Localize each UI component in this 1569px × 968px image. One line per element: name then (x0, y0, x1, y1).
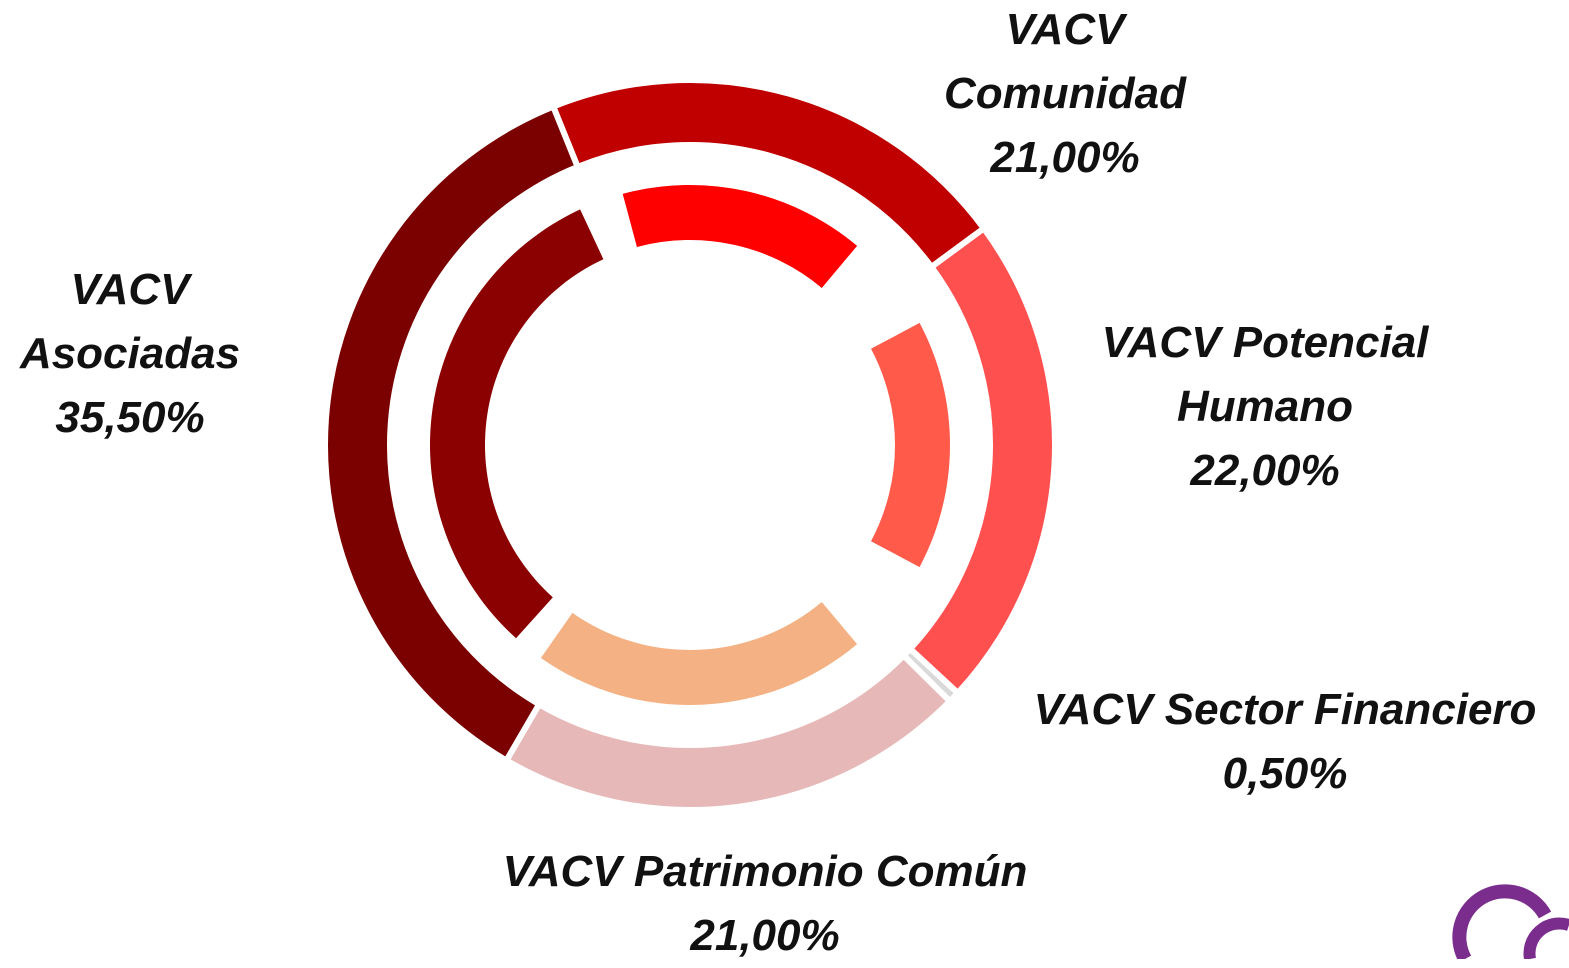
value-label: 35,50% (55, 393, 205, 442)
segment (322, 102, 582, 765)
outer-ring (322, 77, 1058, 813)
label: VACV Comunidad 21,00% (915, 0, 1215, 190)
value-label: 22,00% (1190, 446, 1340, 495)
label: VACV Asociadas 35,50% (10, 258, 250, 450)
category-label: VACV Comunidad (944, 5, 1186, 118)
inner-arc (430, 209, 604, 639)
value-label: 0,50% (1222, 749, 1348, 798)
category-label: VACV Potencial Humano (1101, 318, 1429, 431)
inner-ring (430, 185, 950, 705)
label: VACV Potencial Humano 22,00% (1075, 311, 1455, 503)
inner-arc (871, 322, 950, 568)
logo (1523, 917, 1569, 959)
label: VACV Patrimonio Común 21,00% (455, 840, 1075, 968)
category-label: VACV Asociadas (19, 265, 241, 378)
value-label: 21,00% (990, 133, 1140, 182)
logo (1452, 884, 1552, 959)
label: VACV Sector Financiero 0,50% (1005, 678, 1565, 806)
inner-arc (622, 185, 858, 288)
inner-arc (540, 602, 858, 705)
value-label: 21,00% (690, 911, 840, 960)
category-label: VACV Sector Financiero (1033, 685, 1537, 734)
category-label: VACV Patrimonio Común (502, 847, 1028, 896)
